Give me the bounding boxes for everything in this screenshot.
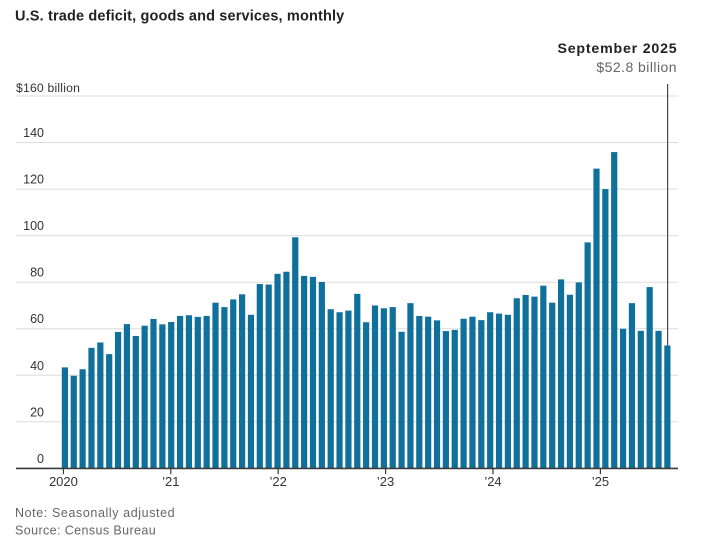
svg-text:$160 billion: $160 billion [16,81,80,95]
svg-text:40: 40 [30,359,44,373]
svg-text:60: 60 [30,312,44,326]
svg-text:0: 0 [37,452,44,466]
svg-text:Source: Census Bureau: Source: Census Bureau [15,524,156,538]
svg-text:U.S. trade deficit, goods and: U.S. trade deficit, goods and services, … [15,9,344,25]
svg-text:$52.8 billion: $52.8 billion [596,59,677,75]
svg-text:’23: ’23 [377,474,394,489]
svg-text:’25: ’25 [592,474,609,489]
svg-text:Note: Seasonally adjusted: Note: Seasonally adjusted [15,506,175,520]
svg-text:September 2025: September 2025 [557,41,677,57]
svg-text:100: 100 [23,219,44,233]
svg-text:’21: ’21 [162,474,179,489]
svg-text:2020: 2020 [49,474,78,489]
svg-text:’22: ’22 [270,474,287,489]
svg-text:’24: ’24 [484,474,501,489]
svg-text:80: 80 [30,266,44,280]
svg-text:120: 120 [23,173,44,187]
svg-text:20: 20 [30,405,44,419]
svg-text:140: 140 [23,126,44,140]
